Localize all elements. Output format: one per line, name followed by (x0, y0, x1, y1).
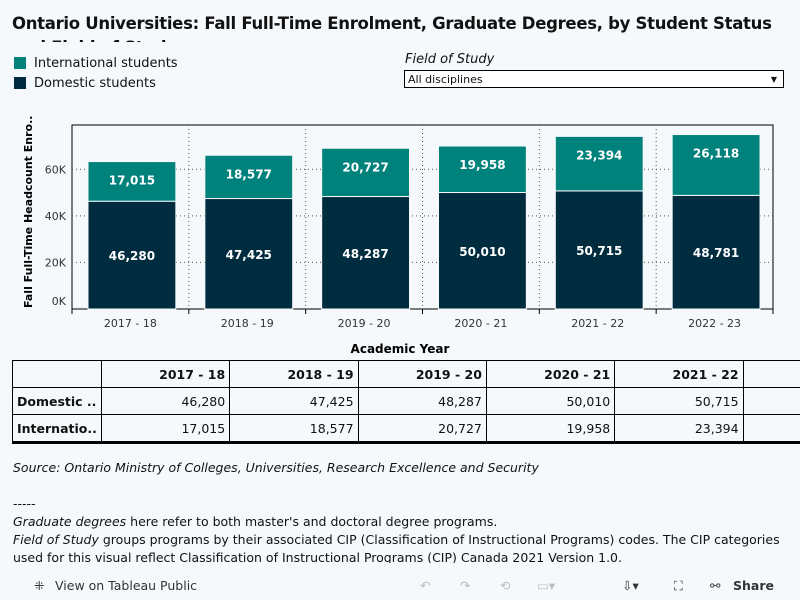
column-header: 2019 - 20 (357, 360, 487, 388)
row-header: Internatio.. (12, 414, 102, 444)
x-tick-label: 2021 - 22 (571, 317, 624, 330)
bar-domestic[interactable] (438, 192, 527, 310)
toolbar: ⁜ View on Tableau Public ↶ ↷ ⟲ ▭▾ ⇩▾ ⛶ ⚯… (0, 572, 800, 600)
data-table: 2017 - 18 2018 - 19 2019 - 20 2020 - 21 2021… (12, 360, 800, 444)
bar-domestic[interactable] (554, 190, 644, 310)
x-tick-label: 2020 - 21 (454, 317, 507, 330)
share-icon[interactable]: ⚯ (710, 578, 721, 593)
y-tick-label: 60K (45, 163, 67, 176)
swatch (14, 57, 26, 69)
table-cell: 18,577 (229, 414, 359, 444)
table-cell: 26,118 (742, 414, 800, 444)
swatch (14, 77, 26, 89)
data-label: 50,715 (576, 244, 622, 258)
source: Source: Ontario Ministry of Colleges, Un… (13, 460, 539, 475)
notes: Source: Ontario Ministry of Colleges, Un… (13, 459, 793, 563)
revert-icon[interactable]: ⟲ (500, 578, 511, 593)
data-label: 18,577 (226, 167, 272, 181)
table-cell: 19,958 (485, 414, 616, 444)
undo-icon[interactable]: ↶ (420, 578, 431, 593)
x-axis-title: Academic Year (351, 342, 450, 356)
refresh-icon[interactable]: ▭▾ (537, 578, 556, 593)
corner-cell (12, 360, 102, 388)
bar-international[interactable] (204, 154, 294, 200)
table-cell: 47,425 (229, 387, 359, 415)
bar-domestic[interactable] (87, 200, 177, 310)
bar-domestic[interactable] (671, 194, 761, 310)
view-on-tableau-link[interactable]: View on Tableau Public (55, 578, 198, 593)
table-cell: 50,715 (614, 387, 744, 415)
data-label: 20,727 (342, 160, 388, 174)
share-button[interactable]: Share (733, 578, 774, 593)
data-label: 23,394 (576, 148, 622, 162)
table-cell: 46,280 (100, 387, 231, 415)
data-label: 19,958 (459, 158, 505, 172)
note-term: Field of Study (13, 532, 99, 547)
legend-label: Domestic students (34, 75, 156, 91)
legend-item-international[interactable]: International students (14, 53, 178, 73)
column-header: 2021 - 22 (614, 360, 744, 388)
bar-domestic[interactable] (321, 196, 410, 310)
page-title: Ontario Universities: Fall Full-Time Enr… (12, 14, 772, 42)
table-cell: 50,010 (485, 387, 616, 415)
redo-icon[interactable]: ↷ (460, 578, 471, 593)
table-row: Internatio.. 17,015 18,577 20,727 19,958 23,3… (12, 414, 800, 444)
data-label: 47,425 (226, 248, 272, 262)
x-tick-label: 2017 - 18 (104, 317, 157, 330)
table-cell: 48,781 (742, 387, 800, 415)
table-cell: 23,394 (614, 414, 744, 444)
column-header: 2018 - 19 (229, 360, 359, 388)
legend-item-domestic[interactable]: Domestic students (14, 73, 178, 93)
y-axis-title: Fall Full-Time Headcount Enro.. (22, 116, 35, 308)
bar-international[interactable] (321, 147, 410, 198)
bar-international[interactable] (671, 134, 761, 196)
column-header: 2020 - 21 (485, 360, 616, 388)
table-header-row: 2017 - 18 2018 - 19 2019 - 20 2020 - 21 2021… (12, 360, 800, 388)
data-label: 50,010 (459, 245, 505, 259)
legend: International students Domestic students (14, 53, 178, 93)
table-cell: 17,015 (100, 414, 231, 444)
x-tick-label: 2019 - 20 (338, 317, 391, 330)
tableau-icon: ⁜ (34, 578, 45, 593)
note-term: Graduate degrees (13, 514, 127, 529)
chart: 0K 20K 40K 60K 46,280 17,015 2017 - 18 47,425 18… (22, 116, 774, 356)
table-cell: 48,287 (357, 387, 487, 415)
row-header: Domestic .. (12, 387, 102, 415)
dropdown-arrow-icon: ▼ (770, 75, 777, 84)
separator: ----- (13, 496, 36, 511)
download-icon[interactable]: ⇩▾ (622, 578, 639, 593)
x-tick-label: 2018 - 19 (221, 317, 274, 330)
filter-label: Field of Study (405, 52, 495, 67)
data-label: 48,287 (342, 247, 388, 261)
y-tick-label: 40K (45, 210, 67, 223)
fullscreen-icon[interactable]: ⛶ (674, 578, 683, 593)
note-text: here refer to both master's and doctoral… (126, 514, 498, 529)
x-tick-label: 2022 - 23 (688, 317, 741, 330)
data-label: 46,280 (109, 249, 155, 263)
y-tick-label: 20K (45, 256, 67, 269)
data-label: 26,118 (693, 147, 739, 161)
data-label: 17,015 (109, 174, 155, 188)
bar-international[interactable] (87, 161, 177, 202)
dropdown-value: All disciplines (408, 73, 483, 86)
data-label: 48,781 (693, 246, 739, 260)
note-text: groups programs by their associated CIP … (13, 532, 780, 563)
field-of-study-dropdown[interactable]: All disciplines ▼ (404, 70, 784, 88)
table-row: Domestic .. 46,280 47,425 48,287 50,010 50,71… (12, 387, 800, 415)
column-header: 2017 - 18 (100, 360, 231, 388)
y-tick-label: 0K (52, 295, 67, 308)
bar-international[interactable] (554, 135, 644, 192)
bar-international[interactable] (438, 145, 527, 194)
column-header: 2022 - 23 (742, 360, 800, 388)
legend-label: International students (34, 55, 178, 71)
table-cell: 20,727 (357, 414, 487, 444)
